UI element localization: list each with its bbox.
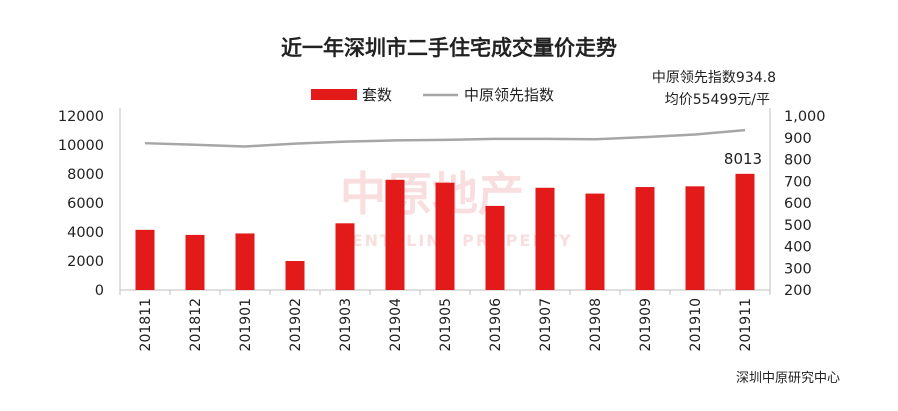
bar xyxy=(435,182,455,290)
x-tick-label: 201907 xyxy=(538,298,554,351)
y-right-tick-label: 300 xyxy=(784,261,812,277)
x-tick-label: 201812 xyxy=(188,298,204,351)
y-left-tick-label: 10000 xyxy=(58,138,104,154)
bar-series xyxy=(135,173,755,290)
x-tick-label: 201903 xyxy=(338,298,354,351)
legend-line-label: 中原领先指数 xyxy=(464,86,554,104)
bar xyxy=(485,205,505,290)
y-right-tick-label: 200 xyxy=(784,283,812,299)
y-right-tick-label: 600 xyxy=(784,196,812,212)
bar xyxy=(335,223,355,290)
x-tick-label: 201906 xyxy=(488,298,504,352)
y-left-tick-label: 8000 xyxy=(67,167,104,183)
axes: 0 2000 4000 6000 8000 10000 12000 200 300 400 500 6… xyxy=(58,108,826,351)
y-right-tick-label: 700 xyxy=(784,174,812,190)
x-tick-label: 201901 xyxy=(238,298,254,351)
legend-bar-label: 套数 xyxy=(362,86,392,104)
bar xyxy=(385,179,405,290)
y-right-tick-label: 900 xyxy=(784,131,812,147)
y-left-tick-label: 12000 xyxy=(58,109,104,125)
x-tick-label: 201908 xyxy=(588,298,604,351)
index-annotation: 中原领先指数934.8 xyxy=(652,70,776,86)
chart-title: 近一年深圳市二手住宅成交量价走势 xyxy=(281,36,617,60)
bar xyxy=(735,173,755,290)
data-labels: 8013 xyxy=(724,150,762,168)
bar xyxy=(585,193,605,290)
y-left-tick-label: 6000 xyxy=(67,196,104,212)
bar xyxy=(135,229,155,290)
y-right-tick-label: 400 xyxy=(784,240,812,256)
price-annotation: 均价55499元/平 xyxy=(665,92,770,108)
last-bar-label: 8013 xyxy=(724,150,762,168)
y-right-tick-label: 500 xyxy=(784,218,812,234)
x-tick-label: 201902 xyxy=(288,298,304,351)
bar xyxy=(235,233,255,290)
bar xyxy=(685,186,705,290)
y-left-tick-label: 2000 xyxy=(67,254,104,270)
y-left-tick-label: 4000 xyxy=(67,225,104,241)
bar xyxy=(535,187,555,290)
x-tick-label: 201904 xyxy=(388,298,404,352)
legend: 套数 中原领先指数 xyxy=(311,86,554,104)
y-right-tick-label: 800 xyxy=(784,153,812,169)
y-right-tick-label: 1,000 xyxy=(784,109,826,125)
bar xyxy=(285,261,305,290)
legend-bar-swatch xyxy=(311,89,357,100)
x-tick-label: 201910 xyxy=(688,298,704,351)
bar xyxy=(185,234,205,290)
y-left-tick-label: 0 xyxy=(95,283,104,299)
bar xyxy=(635,187,655,290)
x-tick-label: 201909 xyxy=(638,298,654,351)
x-tick-label: 201905 xyxy=(438,298,454,351)
source-text: 深圳中原研究中心 xyxy=(736,371,840,386)
x-tick-label: 201811 xyxy=(138,298,154,351)
x-tick-label: 201911 xyxy=(738,298,754,351)
index-line xyxy=(144,128,746,148)
line-series xyxy=(144,128,746,148)
